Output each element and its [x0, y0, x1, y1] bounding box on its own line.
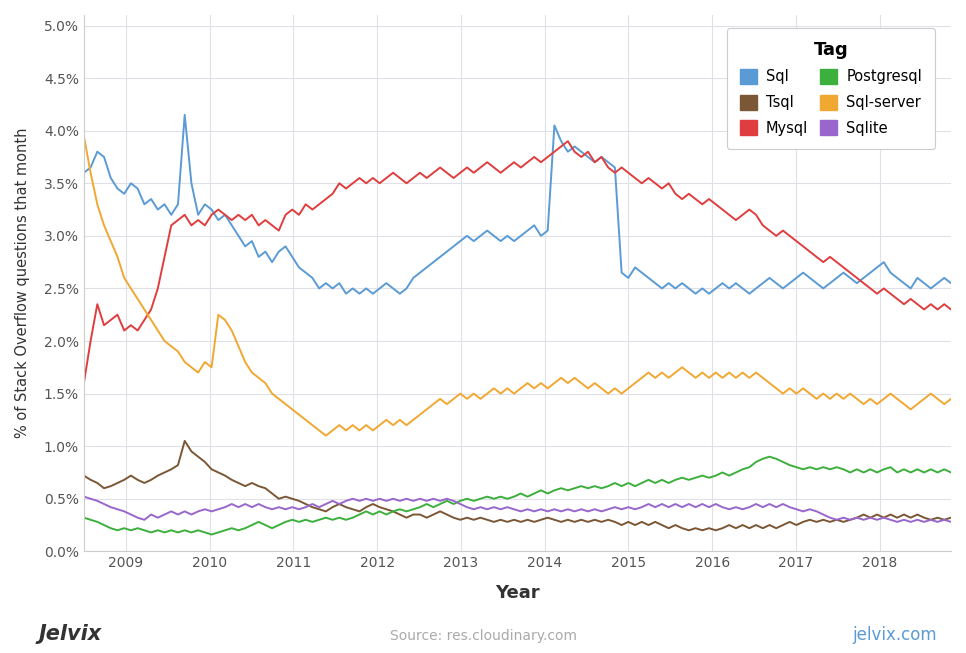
Y-axis label: % of Stack Overflow questions that month: % of Stack Overflow questions that month — [15, 128, 30, 438]
X-axis label: Year: Year — [496, 584, 540, 602]
Text: Jelvix: Jelvix — [39, 624, 101, 644]
Legend: Sql, Tsql, Mysql, Postgresql, Sql-server, Sqlite: Sql, Tsql, Mysql, Postgresql, Sql-server… — [726, 27, 935, 149]
Text: Source: res.cloudinary.com: Source: res.cloudinary.com — [389, 629, 577, 643]
Text: jelvix.com: jelvix.com — [852, 626, 937, 644]
